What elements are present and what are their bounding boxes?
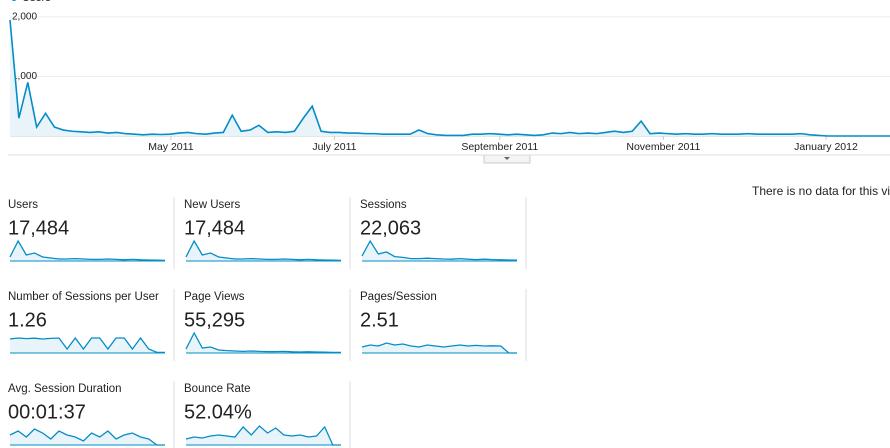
metric-value: 55,295 bbox=[184, 309, 245, 331]
sparkline bbox=[185, 239, 342, 262]
metric-label: New Users bbox=[184, 199, 240, 211]
handle-arrow bbox=[504, 157, 510, 160]
x-tick-label: May 2011 bbox=[148, 141, 193, 153]
metric-label: Avg. Session Duration bbox=[8, 383, 122, 395]
y-tick-label: 1,000 bbox=[12, 71, 37, 82]
series-line bbox=[9, 19, 890, 137]
metric-label: Pages/Session bbox=[360, 291, 437, 303]
x-tick-label: January 2012 bbox=[794, 141, 858, 153]
metric-value: 22,063 bbox=[360, 217, 421, 239]
sparkline bbox=[9, 336, 165, 354]
sparkline-fill bbox=[362, 241, 517, 261]
metric-value: 52.04% bbox=[184, 401, 252, 423]
x-tick-label: November 2011 bbox=[626, 141, 700, 153]
sparkline-fill bbox=[186, 426, 341, 445]
metric-value: 00:01:37 bbox=[8, 401, 86, 423]
legend-dot bbox=[11, 0, 17, 1]
metric-label: Bounce Rate bbox=[184, 383, 251, 395]
metric-label: Number of Sessions per User bbox=[8, 291, 159, 303]
x-tick-label: July 2011 bbox=[312, 141, 356, 153]
metric-label: Page Views bbox=[184, 291, 245, 303]
sparkline-fill bbox=[186, 241, 341, 261]
metric-value: 17,484 bbox=[184, 217, 245, 239]
metric-value: 2.51 bbox=[360, 309, 399, 331]
sparkline bbox=[361, 239, 518, 261]
sparkline bbox=[361, 342, 517, 354]
metric-value: 1.26 bbox=[8, 309, 47, 331]
area-fill bbox=[10, 19, 890, 137]
metric-label: Sessions bbox=[360, 199, 407, 211]
sparkline-fill bbox=[10, 241, 165, 261]
legend-label: Users bbox=[22, 0, 51, 4]
sparkline bbox=[185, 331, 341, 354]
x-tick-label: September 2011 bbox=[461, 141, 538, 153]
sparkline bbox=[9, 428, 165, 446]
sparkline bbox=[9, 239, 166, 262]
metric-label: Users bbox=[8, 199, 38, 211]
y-tick-label: 2,000 bbox=[12, 12, 37, 23]
sparkline-fill bbox=[362, 343, 517, 353]
metric-value: 17,484 bbox=[8, 217, 69, 239]
notice: There is no data for this vi bbox=[752, 184, 890, 198]
sparkline bbox=[185, 425, 341, 446]
sparkline-fill bbox=[186, 333, 341, 353]
